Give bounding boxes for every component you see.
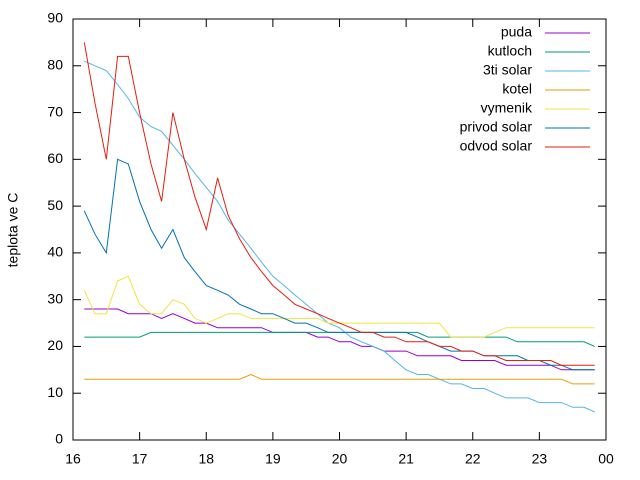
legend-label: vymenik — [481, 100, 533, 116]
x-tick-label: 23 — [532, 451, 548, 467]
y-tick-label: 20 — [47, 337, 63, 353]
x-tick-label: 20 — [332, 451, 348, 467]
y-tick-label: 30 — [47, 290, 63, 306]
y-tick-label: 50 — [47, 197, 63, 213]
y-axis-label: teplota ve C — [5, 193, 21, 268]
y-tick-label: 70 — [47, 103, 63, 119]
series-line — [84, 373, 595, 385]
series-line — [83, 42, 595, 366]
x-tick-label: 21 — [398, 451, 414, 467]
x-tick-label: 22 — [465, 451, 481, 467]
y-tick-label: 0 — [55, 431, 63, 447]
legend-label: privod solar — [460, 119, 533, 135]
legend-label: 3ti solar — [483, 62, 532, 78]
series-line — [84, 308, 595, 371]
series-line — [83, 158, 595, 371]
series-line — [84, 331, 595, 347]
legend-label: puda — [501, 24, 532, 40]
legend-label: kutloch — [488, 43, 532, 59]
y-tick-label: 60 — [47, 150, 63, 166]
y-tick-label: 40 — [47, 244, 63, 260]
x-tick-label: 19 — [265, 451, 281, 467]
legend-label: odvod solar — [460, 138, 533, 154]
x-tick-label: 16 — [65, 451, 81, 467]
x-tick-label: 18 — [198, 451, 214, 467]
x-tick-label: 17 — [132, 451, 148, 467]
x-tick-label: 00 — [598, 451, 614, 467]
y-tick-label: 80 — [47, 56, 63, 72]
legend-label: kotel — [502, 81, 532, 97]
y-tick-label: 10 — [47, 384, 63, 400]
y-tick-label: 90 — [47, 10, 63, 26]
